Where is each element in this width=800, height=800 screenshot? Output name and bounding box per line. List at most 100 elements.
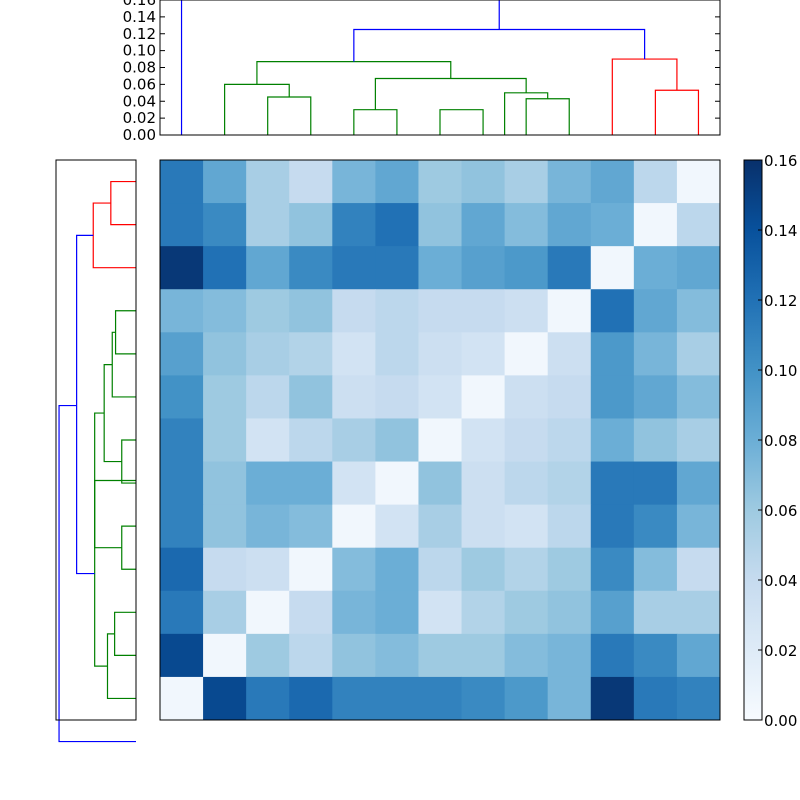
heatmap-cell-r11-c0 [160, 633, 204, 678]
heatmap-cell-r5-c0 [160, 375, 204, 419]
heatmap-cell-r2-c5 [375, 246, 419, 290]
heatmap-cell-r3-c10 [590, 289, 635, 333]
heatmap-cell-r9-c1 [203, 547, 247, 592]
heatmap-cell-r1-c1 [203, 203, 247, 247]
left-dendrogram-link-9 [106, 633, 136, 700]
top-ytick-label: 0.14 [123, 8, 156, 26]
heatmap-cell-r11-c9 [547, 633, 592, 678]
heatmap-cell-r4-c11 [633, 332, 678, 376]
heatmap-cell-r4-c12 [676, 332, 721, 376]
heatmap-cell-r7-c4 [332, 461, 376, 506]
heatmap-cell-r9-c10 [590, 547, 635, 592]
heatmap-cell-r12-c3 [289, 676, 333, 721]
heatmap-cell-r8-c12 [676, 504, 721, 549]
heatmap-cell-r4-c9 [547, 332, 592, 376]
left-dendrogram-link-4 [121, 439, 136, 484]
heatmap-cell-r12-c12 [676, 676, 721, 721]
colorbar-tick-label: 0.06 [764, 502, 797, 520]
heatmap-cell-r2-c3 [289, 246, 333, 290]
heatmap-cell-r7-c10 [590, 461, 635, 506]
heatmap-cell-r0-c1 [203, 160, 247, 204]
heatmap-cell-r10-c12 [676, 590, 721, 635]
heatmap-cell-r0-c4 [332, 160, 376, 204]
left-dendrogram-link-10 [94, 479, 136, 667]
heatmap-cell-r4-c3 [289, 332, 333, 376]
heatmap-cell-r11-c5 [375, 633, 419, 678]
heatmap-cell-r3-c5 [375, 289, 419, 333]
heatmap-cell-r2-c2 [246, 246, 290, 290]
heatmap-cell-r8-c10 [590, 504, 635, 549]
heatmap-cell-r11-c2 [246, 633, 290, 678]
heatmap-cell-r1-c6 [418, 203, 463, 247]
top-dendrogram-link-3 [525, 98, 570, 135]
left-dendrogram-link-6 [121, 525, 136, 570]
heatmap-cell-r10-c8 [504, 590, 549, 635]
heatmap-cell-r8-c6 [418, 504, 463, 549]
colorbar-tick-label: 0.10 [764, 362, 797, 380]
heatmap-cell-r3-c3 [289, 289, 333, 333]
heatmap-cell-r0-c9 [547, 160, 592, 204]
heatmap-cell-r1-c4 [332, 203, 376, 247]
top-ytick-label: 0.06 [123, 75, 156, 93]
top-ytick-label: 0.12 [123, 25, 156, 43]
top-dendrogram-link-5 [654, 89, 700, 135]
heatmap-cell-r5-c4 [332, 375, 376, 419]
top-ytick-label: 0.04 [123, 92, 156, 110]
heatmap-cell-r11-c11 [633, 633, 678, 678]
heatmap-cell-r5-c7 [461, 375, 506, 419]
heatmap-cell-r10-c10 [590, 590, 635, 635]
heatmap-cell-r8-c7 [461, 504, 506, 549]
heatmap-cell-r9-c3 [289, 547, 333, 592]
heatmap-cell-r6-c3 [289, 418, 333, 463]
heatmap-cell-r9-c2 [246, 547, 290, 592]
heatmap-cell-r6-c10 [590, 418, 635, 463]
heatmap-cell-r12-c9 [547, 676, 592, 721]
heatmap-cell-r0-c11 [633, 160, 678, 204]
heatmap-cell-r0-c0 [160, 160, 204, 204]
heatmap-cell-r7-c0 [160, 461, 204, 506]
top-dendrogram-link-0 [267, 96, 312, 135]
heatmap-cell-r3-c2 [246, 289, 290, 333]
heatmap-cell-r12-c8 [504, 676, 549, 721]
top-ytick-label: 0.08 [123, 59, 156, 77]
heatmap-cell-r8-c3 [289, 504, 333, 549]
heatmap-cell-r6-c12 [676, 418, 721, 463]
left-dendrogram-link-8 [114, 611, 136, 656]
heatmap-cell-r5-c9 [547, 375, 592, 419]
heatmap-cell-r3-c7 [461, 289, 506, 333]
heatmap-cell-r2-c12 [676, 246, 721, 290]
heatmap-cell-r0-c8 [504, 160, 549, 204]
heatmap-cell-r5-c8 [504, 375, 549, 419]
heatmap-cell-r12-c1 [203, 676, 247, 721]
left-dendrogram-link-5 [103, 364, 122, 463]
heatmap-cell-r6-c8 [504, 418, 549, 463]
heatmap-cell-r6-c5 [375, 418, 419, 463]
heatmap-cell-r7-c3 [289, 461, 333, 506]
heatmap-cell-r9-c5 [375, 547, 419, 592]
heatmap-cell-r2-c0 [160, 246, 204, 290]
heatmap-cell-r1-c2 [246, 203, 290, 247]
heatmap-cell-r12-c4 [332, 676, 376, 721]
heatmap-cell-r7-c11 [633, 461, 678, 506]
heatmap-cell-r11-c12 [676, 633, 721, 678]
heatmap-cell-r12-c10 [590, 676, 635, 721]
heatmap-cell-r5-c1 [203, 375, 247, 419]
heatmap-cell-r6-c4 [332, 418, 376, 463]
heatmap-cell-r8-c11 [633, 504, 678, 549]
heatmap-cell-r7-c8 [504, 461, 549, 506]
colorbar: 0.00 0.02 0.04 0.06 0.08 0.10 0.12 0.14 0.16 [743, 152, 797, 730]
heatmap-cell-r4-c2 [246, 332, 290, 376]
heatmap-cell-r6-c11 [633, 418, 678, 463]
top-dendrogram: 0.000.020.040.060.080.100.120.140.16 [123, 0, 721, 144]
heatmap-cell-r0-c3 [289, 160, 333, 204]
top-dendrogram-link-1 [353, 109, 398, 135]
heatmap-cell-r6-c7 [461, 418, 506, 463]
heatmap-cell-r12-c11 [633, 676, 678, 721]
heatmap-cell-r3-c4 [332, 289, 376, 333]
heatmap-cell-r4-c7 [461, 332, 506, 376]
heatmap-cell-r4-c5 [375, 332, 419, 376]
heatmap-cell-r5-c2 [246, 375, 290, 419]
heatmap-cell-r7-c5 [375, 461, 419, 506]
heatmap-cell-r6-c0 [160, 418, 204, 463]
heatmap-cell-r4-c4 [332, 332, 376, 376]
